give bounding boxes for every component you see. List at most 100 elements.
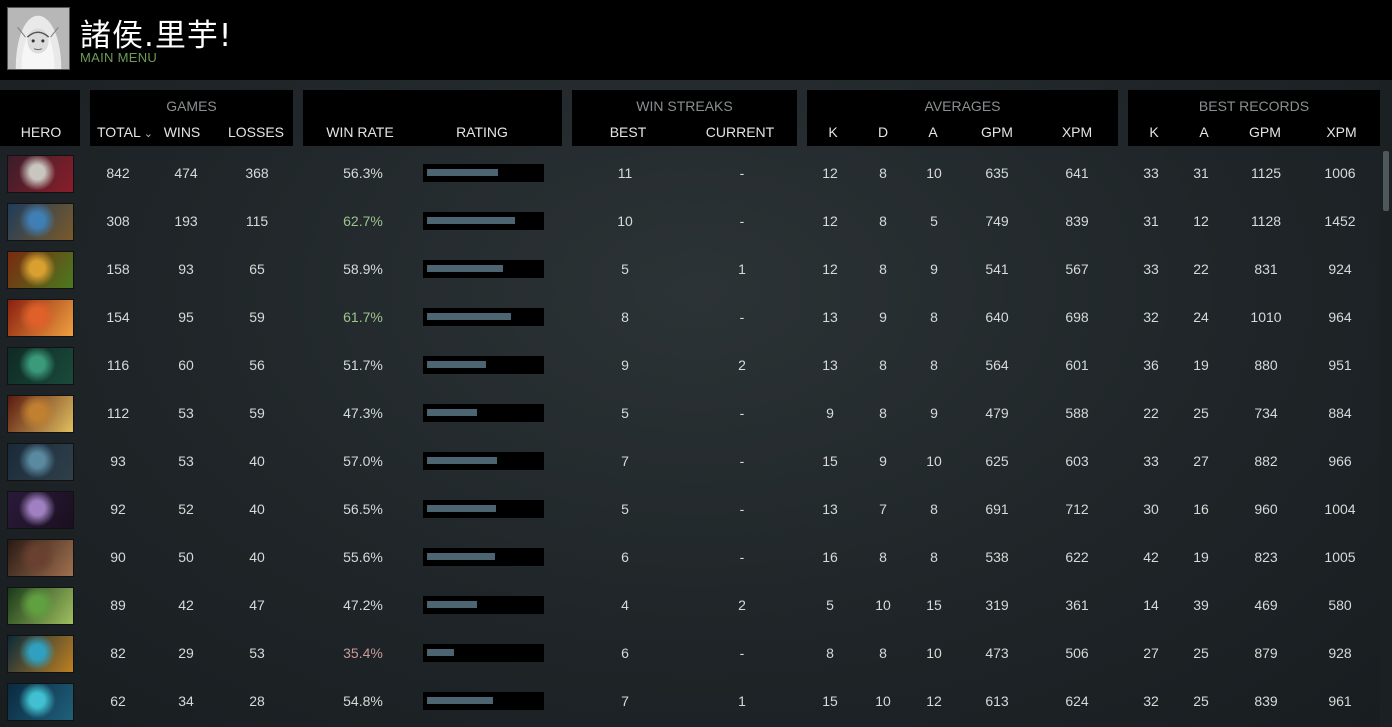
table-row[interactable]: 62 34 28 54.8% 7 1 15 10 12 613 624 32 25 839 961 bbox=[0, 678, 1380, 726]
col-header-total[interactable]: TOTAL ⌄ bbox=[96, 124, 154, 140]
col-header-streak-current[interactable]: CURRENT bbox=[705, 124, 775, 140]
col-header-rating[interactable]: RATING bbox=[456, 124, 508, 140]
col-header-best-kills[interactable]: K bbox=[1149, 124, 1159, 140]
wins-cell: 474 bbox=[174, 165, 198, 181]
streak-current-cell: - bbox=[739, 165, 745, 181]
streak-best-cell: 5 bbox=[621, 261, 629, 277]
avg-gpm-cell: 473 bbox=[985, 645, 1009, 661]
table-row[interactable]: 308 193 115 62.7% 10 - 12 8 5 749 839 31 12 1128 1452 bbox=[0, 198, 1380, 246]
avg-gpm-cell: 613 bbox=[985, 693, 1009, 709]
rating-bar-fill bbox=[427, 265, 503, 272]
main-menu-link[interactable]: MAIN MENU bbox=[80, 50, 158, 65]
hero-portrait[interactable] bbox=[7, 587, 74, 625]
avg-gpm-cell: 319 bbox=[985, 597, 1009, 613]
best-gpm-cell: 734 bbox=[1254, 405, 1278, 421]
streak-current-cell: 2 bbox=[738, 357, 746, 373]
losses-cell: 28 bbox=[249, 693, 265, 709]
table-row[interactable]: 90 50 40 55.6% 6 - 16 8 8 538 622 42 19 823 1005 bbox=[0, 534, 1380, 582]
hero-portrait[interactable] bbox=[7, 395, 74, 433]
avg-kills-cell: 12 bbox=[822, 213, 838, 229]
streak-current-cell: - bbox=[739, 213, 745, 229]
wins-cell: 52 bbox=[178, 501, 194, 517]
col-header-losses[interactable]: LOSSES bbox=[227, 124, 285, 140]
table-row[interactable]: 93 53 40 57.0% 7 - 15 9 10 625 603 33 27 882 966 bbox=[0, 438, 1380, 486]
best-xpm-cell: 951 bbox=[1328, 357, 1352, 373]
col-header-hero[interactable]: HERO bbox=[20, 124, 62, 140]
rating-bar-fill bbox=[427, 361, 486, 368]
col-header-wins[interactable]: WINS bbox=[163, 124, 201, 140]
rating-bar-fill bbox=[427, 505, 496, 512]
avg-gpm-cell: 564 bbox=[985, 357, 1009, 373]
avg-deaths-cell: 8 bbox=[879, 357, 887, 373]
avg-xpm-cell: 839 bbox=[1065, 213, 1089, 229]
hero-portrait[interactable] bbox=[7, 299, 74, 337]
rating-bar bbox=[423, 164, 544, 182]
col-header-avg-deaths[interactable]: D bbox=[877, 124, 889, 140]
col-header-best-assists[interactable]: A bbox=[1199, 124, 1209, 140]
hero-portrait[interactable] bbox=[7, 347, 74, 385]
col-header-streak-best[interactable]: BEST bbox=[609, 124, 647, 140]
wins-cell: 42 bbox=[178, 597, 194, 613]
hero-portrait[interactable] bbox=[7, 635, 74, 673]
sort-descending-icon: ⌄ bbox=[143, 128, 154, 140]
col-header-best-gpm[interactable]: GPM bbox=[1249, 124, 1281, 140]
best-assists-cell: 16 bbox=[1193, 501, 1209, 517]
table-row[interactable]: 82 29 53 35.4% 6 - 8 8 10 473 506 27 25 879 928 bbox=[0, 630, 1380, 678]
avg-gpm-cell: 640 bbox=[985, 309, 1009, 325]
streak-best-cell: 10 bbox=[617, 213, 633, 229]
win-rate-cell: 62.7% bbox=[343, 213, 383, 229]
rating-bar bbox=[423, 596, 544, 614]
hero-portrait[interactable] bbox=[7, 683, 74, 721]
avg-assists-cell: 8 bbox=[930, 309, 938, 325]
total-games-cell: 112 bbox=[106, 405, 130, 421]
rating-bar-fill bbox=[427, 457, 497, 464]
avg-assists-cell: 8 bbox=[930, 549, 938, 565]
table-row[interactable]: 158 93 65 58.9% 5 1 12 8 9 541 567 33 22 831 924 bbox=[0, 246, 1380, 294]
hero-portrait[interactable] bbox=[7, 539, 74, 577]
win-rate-cell: 51.7% bbox=[343, 357, 383, 373]
table-row[interactable]: 154 95 59 61.7% 8 - 13 9 8 640 698 32 24 1010 964 bbox=[0, 294, 1380, 342]
avg-kills-cell: 13 bbox=[822, 309, 838, 325]
table-row[interactable]: 112 53 59 47.3% 5 - 9 8 9 479 588 22 25 734 884 bbox=[0, 390, 1380, 438]
total-games-cell: 116 bbox=[106, 357, 130, 373]
best-kills-cell: 14 bbox=[1143, 597, 1159, 613]
scrollbar-thumb[interactable] bbox=[1383, 151, 1389, 211]
streak-best-cell: 11 bbox=[617, 165, 633, 181]
col-header-avg-assists[interactable]: A bbox=[928, 124, 938, 140]
hero-portrait[interactable] bbox=[7, 155, 74, 193]
scrollbar-track[interactable] bbox=[1380, 80, 1392, 727]
best-gpm-cell: 882 bbox=[1254, 453, 1278, 469]
top-bar bbox=[0, 0, 1392, 80]
best-assists-cell: 39 bbox=[1193, 597, 1209, 613]
table-row[interactable]: 89 42 47 47.2% 4 2 5 10 15 319 361 14 39 469 580 bbox=[0, 582, 1380, 630]
avg-kills-cell: 13 bbox=[822, 501, 838, 517]
avg-deaths-cell: 9 bbox=[879, 309, 887, 325]
hero-portrait[interactable] bbox=[7, 251, 74, 289]
table-row[interactable]: 116 60 56 51.7% 9 2 13 8 8 564 601 36 19 880 951 bbox=[0, 342, 1380, 390]
rating-bar-fill bbox=[427, 649, 454, 656]
col-header-avg-xpm[interactable]: XPM bbox=[1061, 124, 1093, 140]
losses-cell: 53 bbox=[249, 645, 265, 661]
hero-portrait[interactable] bbox=[7, 443, 74, 481]
hero-portrait[interactable] bbox=[7, 491, 74, 529]
best-xpm-cell: 964 bbox=[1328, 309, 1352, 325]
rating-bar bbox=[423, 644, 544, 662]
table-row[interactable]: 92 52 40 56.5% 5 - 13 7 8 691 712 30 16 960 1004 bbox=[0, 486, 1380, 534]
col-header-avg-kills[interactable]: K bbox=[828, 124, 838, 140]
hero-portrait[interactable] bbox=[7, 203, 74, 241]
total-games-cell: 92 bbox=[110, 501, 126, 517]
best-gpm-cell: 879 bbox=[1254, 645, 1278, 661]
streak-best-cell: 9 bbox=[621, 357, 629, 373]
streak-best-cell: 5 bbox=[621, 405, 629, 421]
wins-cell: 50 bbox=[178, 549, 194, 565]
col-header-win-rate[interactable]: WIN RATE bbox=[326, 124, 394, 140]
table-row[interactable]: 842 474 368 56.3% 11 - 12 8 10 635 641 33 31 1125 1006 bbox=[0, 150, 1380, 198]
col-header-avg-gpm[interactable]: GPM bbox=[981, 124, 1013, 140]
player-avatar[interactable] bbox=[7, 7, 70, 70]
losses-cell: 115 bbox=[245, 213, 269, 229]
win-rate-cell: 47.2% bbox=[343, 597, 383, 613]
best-xpm-cell: 961 bbox=[1328, 693, 1352, 709]
col-header-best-xpm[interactable]: XPM bbox=[1326, 124, 1357, 140]
player-name: 諸侯.里芋! bbox=[80, 18, 233, 54]
avg-assists-cell: 10 bbox=[926, 165, 942, 181]
